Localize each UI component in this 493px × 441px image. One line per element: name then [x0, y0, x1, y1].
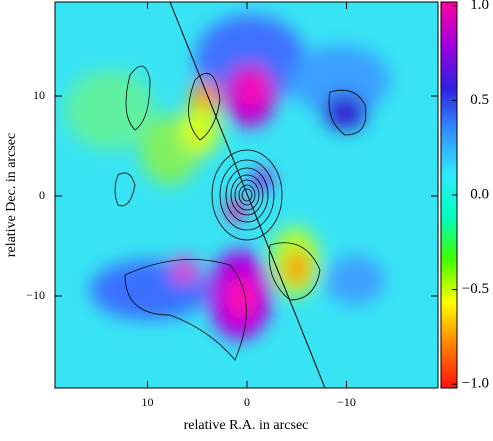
y-tick-label: 10: [33, 88, 45, 102]
colorbar-tick-label: −1.0: [462, 376, 489, 392]
y-tick-label: −10: [26, 288, 45, 302]
contours: [114, 2, 367, 388]
colorbar-tick-label: 1.0: [470, 0, 489, 13]
x-tick-label: 10: [142, 395, 154, 409]
x-tick-label: 0: [244, 395, 250, 409]
colorbar-tick-label: 0.0: [470, 186, 489, 202]
y-axis-label: relative Dec. in arcsec: [4, 133, 19, 257]
x-axis-label: relative R.A. in arcsec: [184, 418, 309, 433]
axes: 10 0 −10 −10 0 10 1.0 0.5 0.0 −0.5 −1.0: [26, 0, 489, 409]
y-tick-label: 0: [39, 188, 45, 202]
x-tick-label: −10: [337, 395, 356, 409]
map: [55, 2, 438, 388]
colorbar-tick-label: 0.5: [470, 92, 489, 108]
colorbar-tick-label: −0.5: [462, 281, 489, 297]
